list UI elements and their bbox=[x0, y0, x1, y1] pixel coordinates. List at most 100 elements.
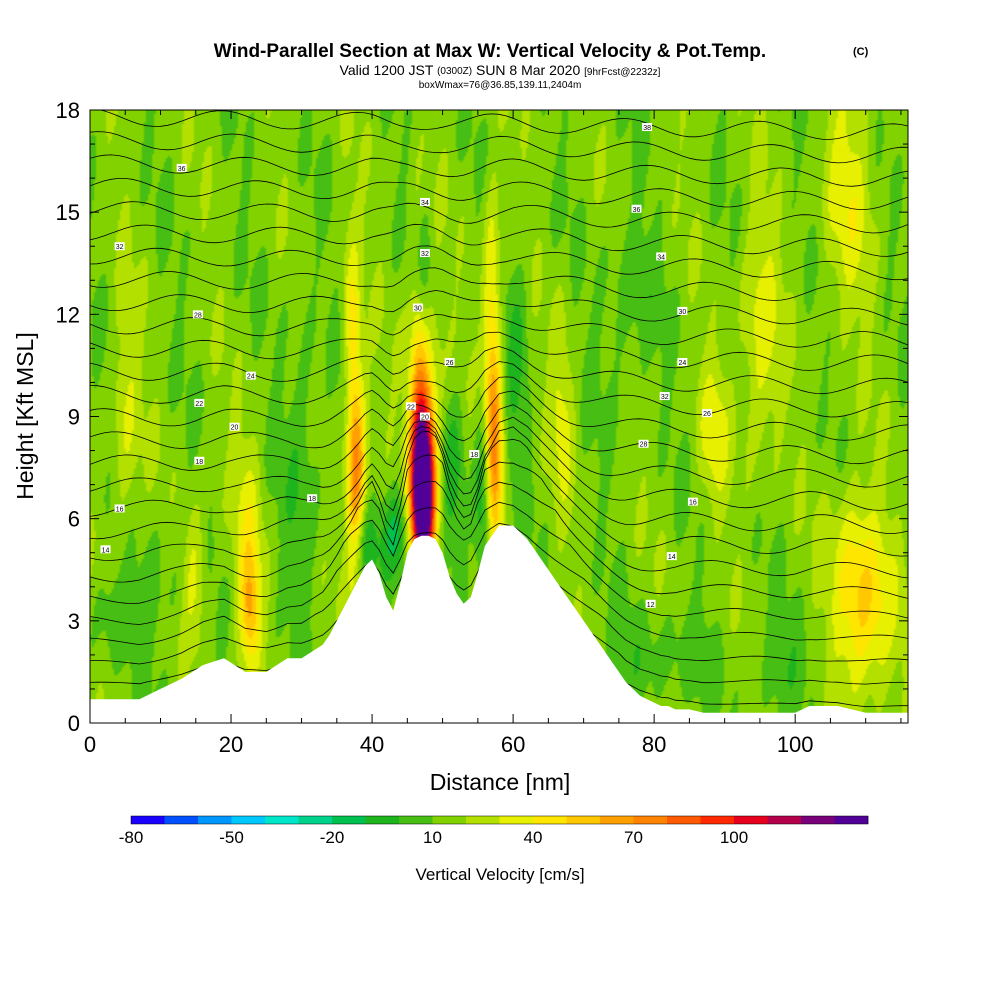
isentrope-line-9 bbox=[90, 416, 908, 511]
y-axis-label: Height [Kft MSL] bbox=[12, 332, 38, 499]
contour-label-bg bbox=[114, 504, 125, 513]
isentrope-line-11 bbox=[90, 390, 908, 465]
isentrope-line-12 bbox=[90, 376, 908, 441]
potential-temperature-contours bbox=[90, 110, 908, 708]
colorbar-swatch bbox=[667, 816, 701, 824]
contour-label: 28 bbox=[640, 442, 648, 449]
colorbar-swatch bbox=[600, 816, 634, 824]
title-valid-prefix: Valid 1200 JST bbox=[340, 62, 434, 78]
colorbar-swatch bbox=[533, 816, 567, 824]
contour-label-bg bbox=[469, 449, 480, 458]
y-tick-label: 3 bbox=[68, 609, 80, 634]
colorbar-tick-label: 70 bbox=[624, 828, 643, 847]
x-tick-label: 0 bbox=[84, 732, 96, 757]
isentrope-line-14 bbox=[90, 345, 908, 395]
contour-label: 18 bbox=[195, 459, 203, 466]
contour-label-bg bbox=[405, 402, 416, 411]
contour-label: 32 bbox=[116, 244, 124, 251]
contour-label: 32 bbox=[661, 394, 669, 401]
colorbar-swatch bbox=[131, 816, 165, 824]
y-tick-label: 12 bbox=[56, 302, 80, 327]
contour-label-bg bbox=[192, 310, 203, 319]
contour-label-bg bbox=[642, 123, 653, 132]
colorbar-swatch bbox=[734, 816, 768, 824]
contour-label: 18 bbox=[470, 452, 478, 459]
x-tick-label: 100 bbox=[777, 732, 814, 757]
colorbar-swatch bbox=[198, 816, 232, 824]
contour-label: 30 bbox=[414, 306, 422, 313]
colorbar bbox=[130, 815, 869, 825]
contour-label-bg bbox=[412, 303, 423, 312]
colorbar-swatch bbox=[834, 816, 869, 824]
contour-label: 22 bbox=[407, 404, 415, 411]
isentrope-line-19 bbox=[90, 245, 908, 281]
y-tick-label: 18 bbox=[56, 98, 80, 123]
contour-label-bg bbox=[100, 545, 111, 554]
colorbar-swatch bbox=[399, 816, 433, 824]
isentrope-line-15 bbox=[90, 331, 908, 371]
colorbar-swatch bbox=[633, 816, 668, 824]
contour-label: 30 bbox=[678, 309, 686, 316]
colorbar-tick-label: 40 bbox=[524, 828, 543, 847]
title-main: Wind-Parallel Section at Max W: Vertical… bbox=[214, 41, 766, 62]
colorbar-swatch bbox=[499, 816, 534, 824]
contour-label-bg bbox=[666, 552, 677, 561]
contour-label: 28 bbox=[194, 312, 202, 319]
contour-label: 24 bbox=[247, 374, 255, 381]
contour-label-bg bbox=[638, 439, 649, 448]
contour-label: 14 bbox=[668, 554, 676, 561]
colorbar-swatch bbox=[164, 816, 199, 824]
isentrope-line-16 bbox=[90, 314, 908, 348]
colorbar-swatch bbox=[365, 816, 400, 824]
colorbar-swatch bbox=[432, 816, 467, 824]
title-valid-line: Valid 1200 JST (0300Z) SUN 8 Mar 2020 [9… bbox=[340, 61, 661, 78]
contour-label: 24 bbox=[678, 360, 686, 367]
contour-label: 32 bbox=[421, 251, 429, 258]
contour-label-bg bbox=[114, 242, 125, 251]
y-tick-label: 15 bbox=[56, 200, 80, 225]
isentrope-line-18 bbox=[90, 267, 908, 304]
colorbar-tick-label: 100 bbox=[720, 828, 748, 847]
chart-title: Wind-Parallel Section at Max W: Vertical… bbox=[214, 41, 869, 91]
contour-label-bg bbox=[645, 599, 656, 608]
colorbar-tick-label: 10 bbox=[423, 828, 442, 847]
contour-label: 36 bbox=[178, 166, 186, 173]
contour-label: 34 bbox=[657, 254, 665, 261]
contour-label-bg bbox=[656, 252, 667, 261]
colorbar-swatch bbox=[265, 816, 299, 824]
colorbar-frame bbox=[130, 815, 869, 825]
y-tick-label: 6 bbox=[68, 507, 80, 532]
isentrope-line-25 bbox=[98, 110, 908, 140]
title-forecast: [9hrFcst@2232z] bbox=[584, 67, 661, 78]
isentrope-line-23 bbox=[90, 154, 908, 187]
contour-labels: 38 36 34 36 32 32 34 28 30 30 24 26 24 22 22 32 26 20 20 28… bbox=[100, 123, 713, 609]
title-copyright: (C) bbox=[853, 46, 869, 58]
isentrope-line-22 bbox=[90, 178, 908, 210]
isentrope-line-8 bbox=[90, 426, 908, 534]
isentrope-line-5 bbox=[90, 480, 908, 599]
contour-label: 16 bbox=[689, 500, 697, 507]
terrain-mask bbox=[90, 525, 908, 723]
contour-label: 16 bbox=[116, 506, 124, 513]
title-valid-z: (0300Z) bbox=[437, 66, 472, 77]
contour-label: 18 bbox=[308, 496, 316, 503]
contour-label-bg bbox=[419, 412, 430, 421]
isentrope-line-7 bbox=[90, 430, 908, 557]
x-axis: 0 20 40 60 80 100 bbox=[84, 110, 902, 757]
isentrope-line-24 bbox=[90, 131, 908, 164]
contour-label-bg bbox=[677, 306, 688, 315]
isentrope-line-20 bbox=[90, 223, 908, 257]
colorbar-swatch bbox=[801, 816, 835, 824]
contour-label-bg bbox=[677, 358, 688, 367]
contour-label: 34 bbox=[421, 200, 429, 207]
x-axis-label: Distance [nm] bbox=[430, 769, 571, 795]
colorbar-swatch bbox=[231, 816, 266, 824]
contour-label: 20 bbox=[231, 425, 239, 432]
colorbar-swatch bbox=[767, 816, 802, 824]
contour-label-bg bbox=[444, 358, 455, 367]
isentrope-line-3 bbox=[90, 522, 908, 641]
contour-label-bg bbox=[419, 249, 430, 258]
contour-label: 12 bbox=[647, 602, 655, 609]
colorbar-tick-label: -20 bbox=[320, 828, 345, 847]
